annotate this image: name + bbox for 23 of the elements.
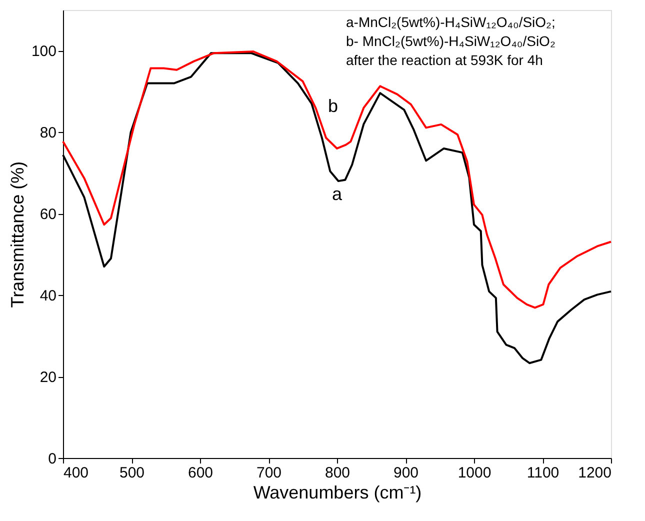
x-tick-label: 1000 xyxy=(458,464,492,482)
y-axis-title: Transmittance (%) xyxy=(7,161,28,308)
y-tick-label: 0 xyxy=(48,450,56,468)
y-tick-label: 40 xyxy=(40,288,56,305)
x-axis-title: Wavenumbers (cm⁻¹) xyxy=(253,482,422,502)
x-tick-label: 800 xyxy=(324,464,350,482)
x-tick-label: 900 xyxy=(393,464,419,482)
y-tick-label: 100 xyxy=(31,43,56,60)
annotation: a xyxy=(332,184,343,204)
x-tick-label: 1100 xyxy=(526,464,560,482)
line-series xyxy=(62,50,612,309)
x-tick-label: 700 xyxy=(256,464,282,482)
x-tick-label: 1200 xyxy=(578,464,612,482)
annotation: b- MnCl₂(5wt%)-H₄SiW₁₂O₄₀/SiO₂ xyxy=(346,33,556,49)
annotation: after the reaction at 593K for 4h xyxy=(346,52,543,68)
x-tick-label: 400 xyxy=(64,464,89,482)
y-tick-label: 60 xyxy=(40,206,56,224)
y-tick-label: 20 xyxy=(40,369,56,386)
x-tick-label: 500 xyxy=(119,464,145,482)
annotation: b xyxy=(328,96,338,116)
annotation: a-MnCl₂(5wt%)-H₄SiW₁₂O₄₀/SiO₂; xyxy=(346,14,556,30)
x-tick-label: 600 xyxy=(188,464,214,482)
y-tick-label: 80 xyxy=(40,124,56,142)
